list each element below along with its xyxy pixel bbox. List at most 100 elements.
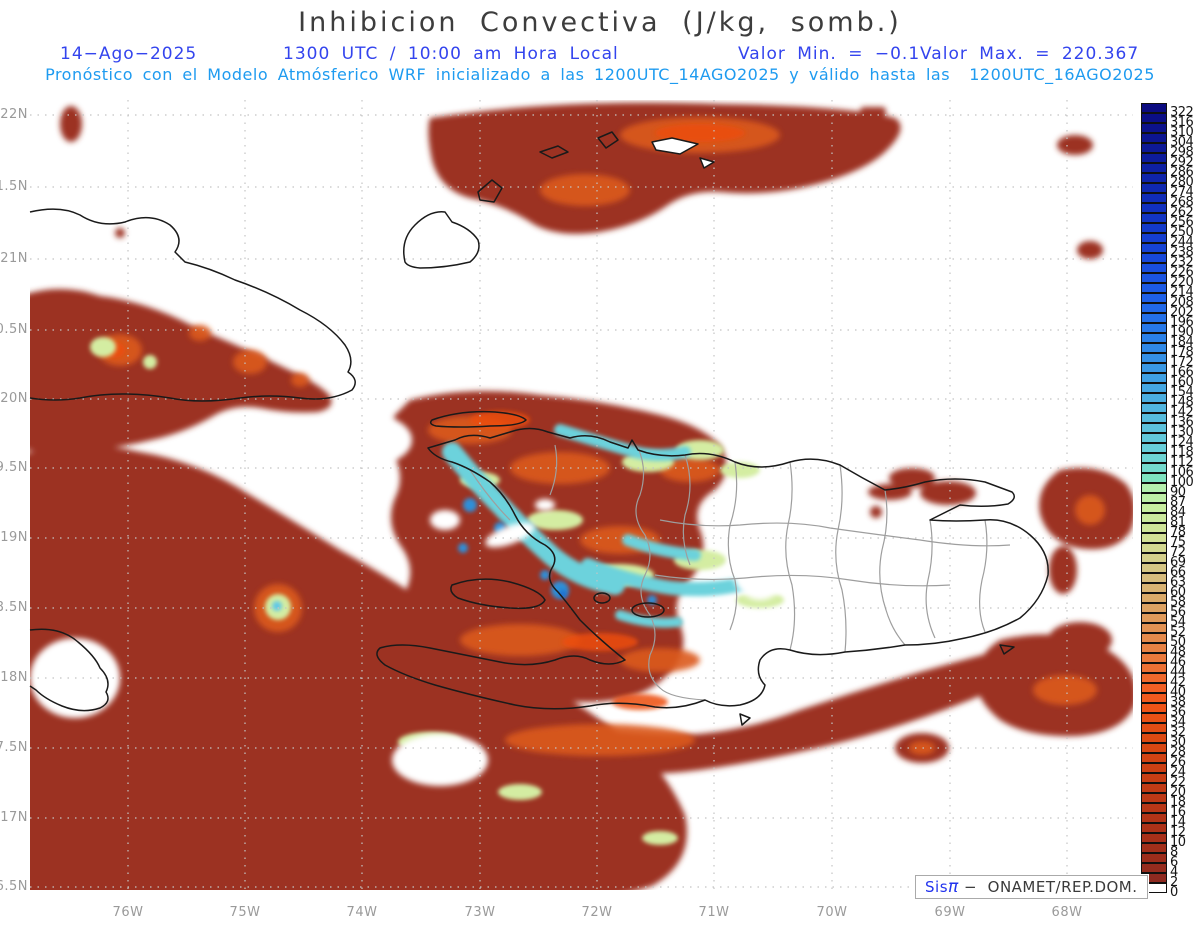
page-title: Inhibicion Convectiva (J/kg, somb.) [298,7,902,38]
colorbar-box [1141,103,1167,113]
lat-tick-label: 17N [0,810,28,825]
colorbar-box [1141,433,1167,443]
colorbar-tick-label: 274 [1170,185,1194,200]
colorbar-box [1141,233,1167,243]
colorbar-box [1141,423,1167,433]
colorbar-tick-label: 90 [1170,485,1186,500]
cin-hotspot-cyan-core [272,601,282,611]
colorbar-tick-label: 232 [1170,255,1194,270]
colorbar-tick-label: 292 [1170,155,1194,170]
colorbar-tick-label: 286 [1170,165,1194,180]
colorbar-box [1141,283,1167,293]
colorbar-box [1141,743,1167,753]
colorbar-box [1141,123,1167,133]
colorbar-tick-label: 78 [1170,525,1186,540]
colorbar-box [1141,403,1167,413]
gonave-island [450,578,546,610]
cin-blob-topright [860,107,886,116]
colorbar-tick-label: 244 [1170,235,1194,250]
colorbar-box [1141,703,1167,713]
colorbar-box [1141,783,1167,793]
lat-tick-label: 7.5N [0,740,28,755]
colorbar-tick-label: 18 [1170,795,1186,810]
colorbar-tick-label: 190 [1170,325,1194,340]
colorbar-tick-label: 166 [1170,365,1194,380]
cin-region-north-ocean [428,102,901,234]
colorbar-box [1141,133,1167,143]
colorbar-tick-label: 26 [1170,755,1186,770]
colorbar-tick-label: 310 [1170,125,1194,140]
beata-island [739,713,751,726]
hispaniola-coastline [376,427,1049,710]
colorbar-tick-label: 42 [1170,675,1186,690]
colorbar-box [1141,523,1167,533]
colorbar-box [1141,713,1167,723]
lon-tick-label: 70W [816,905,848,920]
little-inagua-island [477,179,503,203]
lat-tick-label: 20N [0,391,28,406]
colorbar-box [1141,863,1167,873]
lat-tick-label: 0.5N [0,322,28,337]
colorbar-box [1141,723,1167,733]
colorbar-box [1141,363,1167,373]
colorbar-tick-label: 106 [1170,465,1194,480]
colorbar-box [1141,633,1167,643]
colorbar-tick-label: 256 [1170,215,1194,230]
colorbar-tick-label: 10 [1170,835,1186,850]
run-date: 14−Ago−2025 [60,44,198,64]
colorbar-box [1141,503,1167,513]
colorbar-tick-label: 214 [1170,285,1194,300]
credit-box: Sisπ − ONAMET/REP.DOM. [915,875,1148,899]
colorbar-box [1141,753,1167,763]
colorbar-tick-label: 44 [1170,665,1186,680]
colorbar-box [1141,173,1167,183]
colorbar-box [1141,673,1167,683]
colorbar-tick-label: 16 [1170,805,1186,820]
colorbar-box [1141,463,1167,473]
lat-tick-label: 18N [0,670,28,685]
colorbar-tick-label: 112 [1170,455,1194,470]
colorbar-box [1141,513,1167,523]
colorbar-box [1141,653,1167,663]
colorbar-tick-label: 40 [1170,685,1186,700]
colorbar-tick-label: 30 [1170,735,1186,750]
lat-tick-label: 1.5N [0,179,28,194]
colorbar-tick-label: 56 [1170,605,1186,620]
colorbar-box [1141,583,1167,593]
colorbar-tick-label: 46 [1170,655,1186,670]
lat-tick-label: 9.5N [0,460,28,475]
colorbar-box [1141,163,1167,173]
colorbar-tick-label: 322 [1170,105,1194,120]
colorbar-tick-label: 208 [1170,295,1194,310]
lat-tick-label: 19N [0,530,28,545]
coastlines [29,131,1049,726]
colorbar-box [1141,223,1167,233]
colorbar-box [1141,803,1167,813]
colorbar-tick-label: 196 [1170,315,1194,330]
colorbar-tick-label: 304 [1170,135,1194,150]
colorbar-tick-label: 66 [1170,565,1186,580]
colorbar-tick-label: 81 [1170,515,1186,530]
colorbar-box [1141,853,1167,863]
colorbar-box [1141,763,1167,773]
colorbar-box [1141,573,1167,583]
colorbar-tick-label: 58 [1170,595,1186,610]
colorbar-tick-label: 178 [1170,345,1194,360]
colorbar-tick-label: 220 [1170,275,1194,290]
saona-island [999,644,1015,655]
colorbar-tick-label: 12 [1170,825,1186,840]
colorbar-tick-label: 32 [1170,725,1186,740]
colorbar-tick-label: 268 [1170,195,1194,210]
colorbar-tick-label: 84 [1170,505,1186,520]
colorbar-box [1141,603,1167,613]
colorbar-box [1141,253,1167,263]
lon-tick-label: 71W [698,905,730,920]
colorbar-tick-label: 226 [1170,265,1194,280]
colorbar-tick-label: 202 [1170,305,1194,320]
colorbar-tick-label: 238 [1170,245,1194,260]
lon-tick-label: 69W [934,905,966,920]
lon-tick-label: 75W [229,905,261,920]
lon-tick-label: 68W [1051,905,1083,920]
